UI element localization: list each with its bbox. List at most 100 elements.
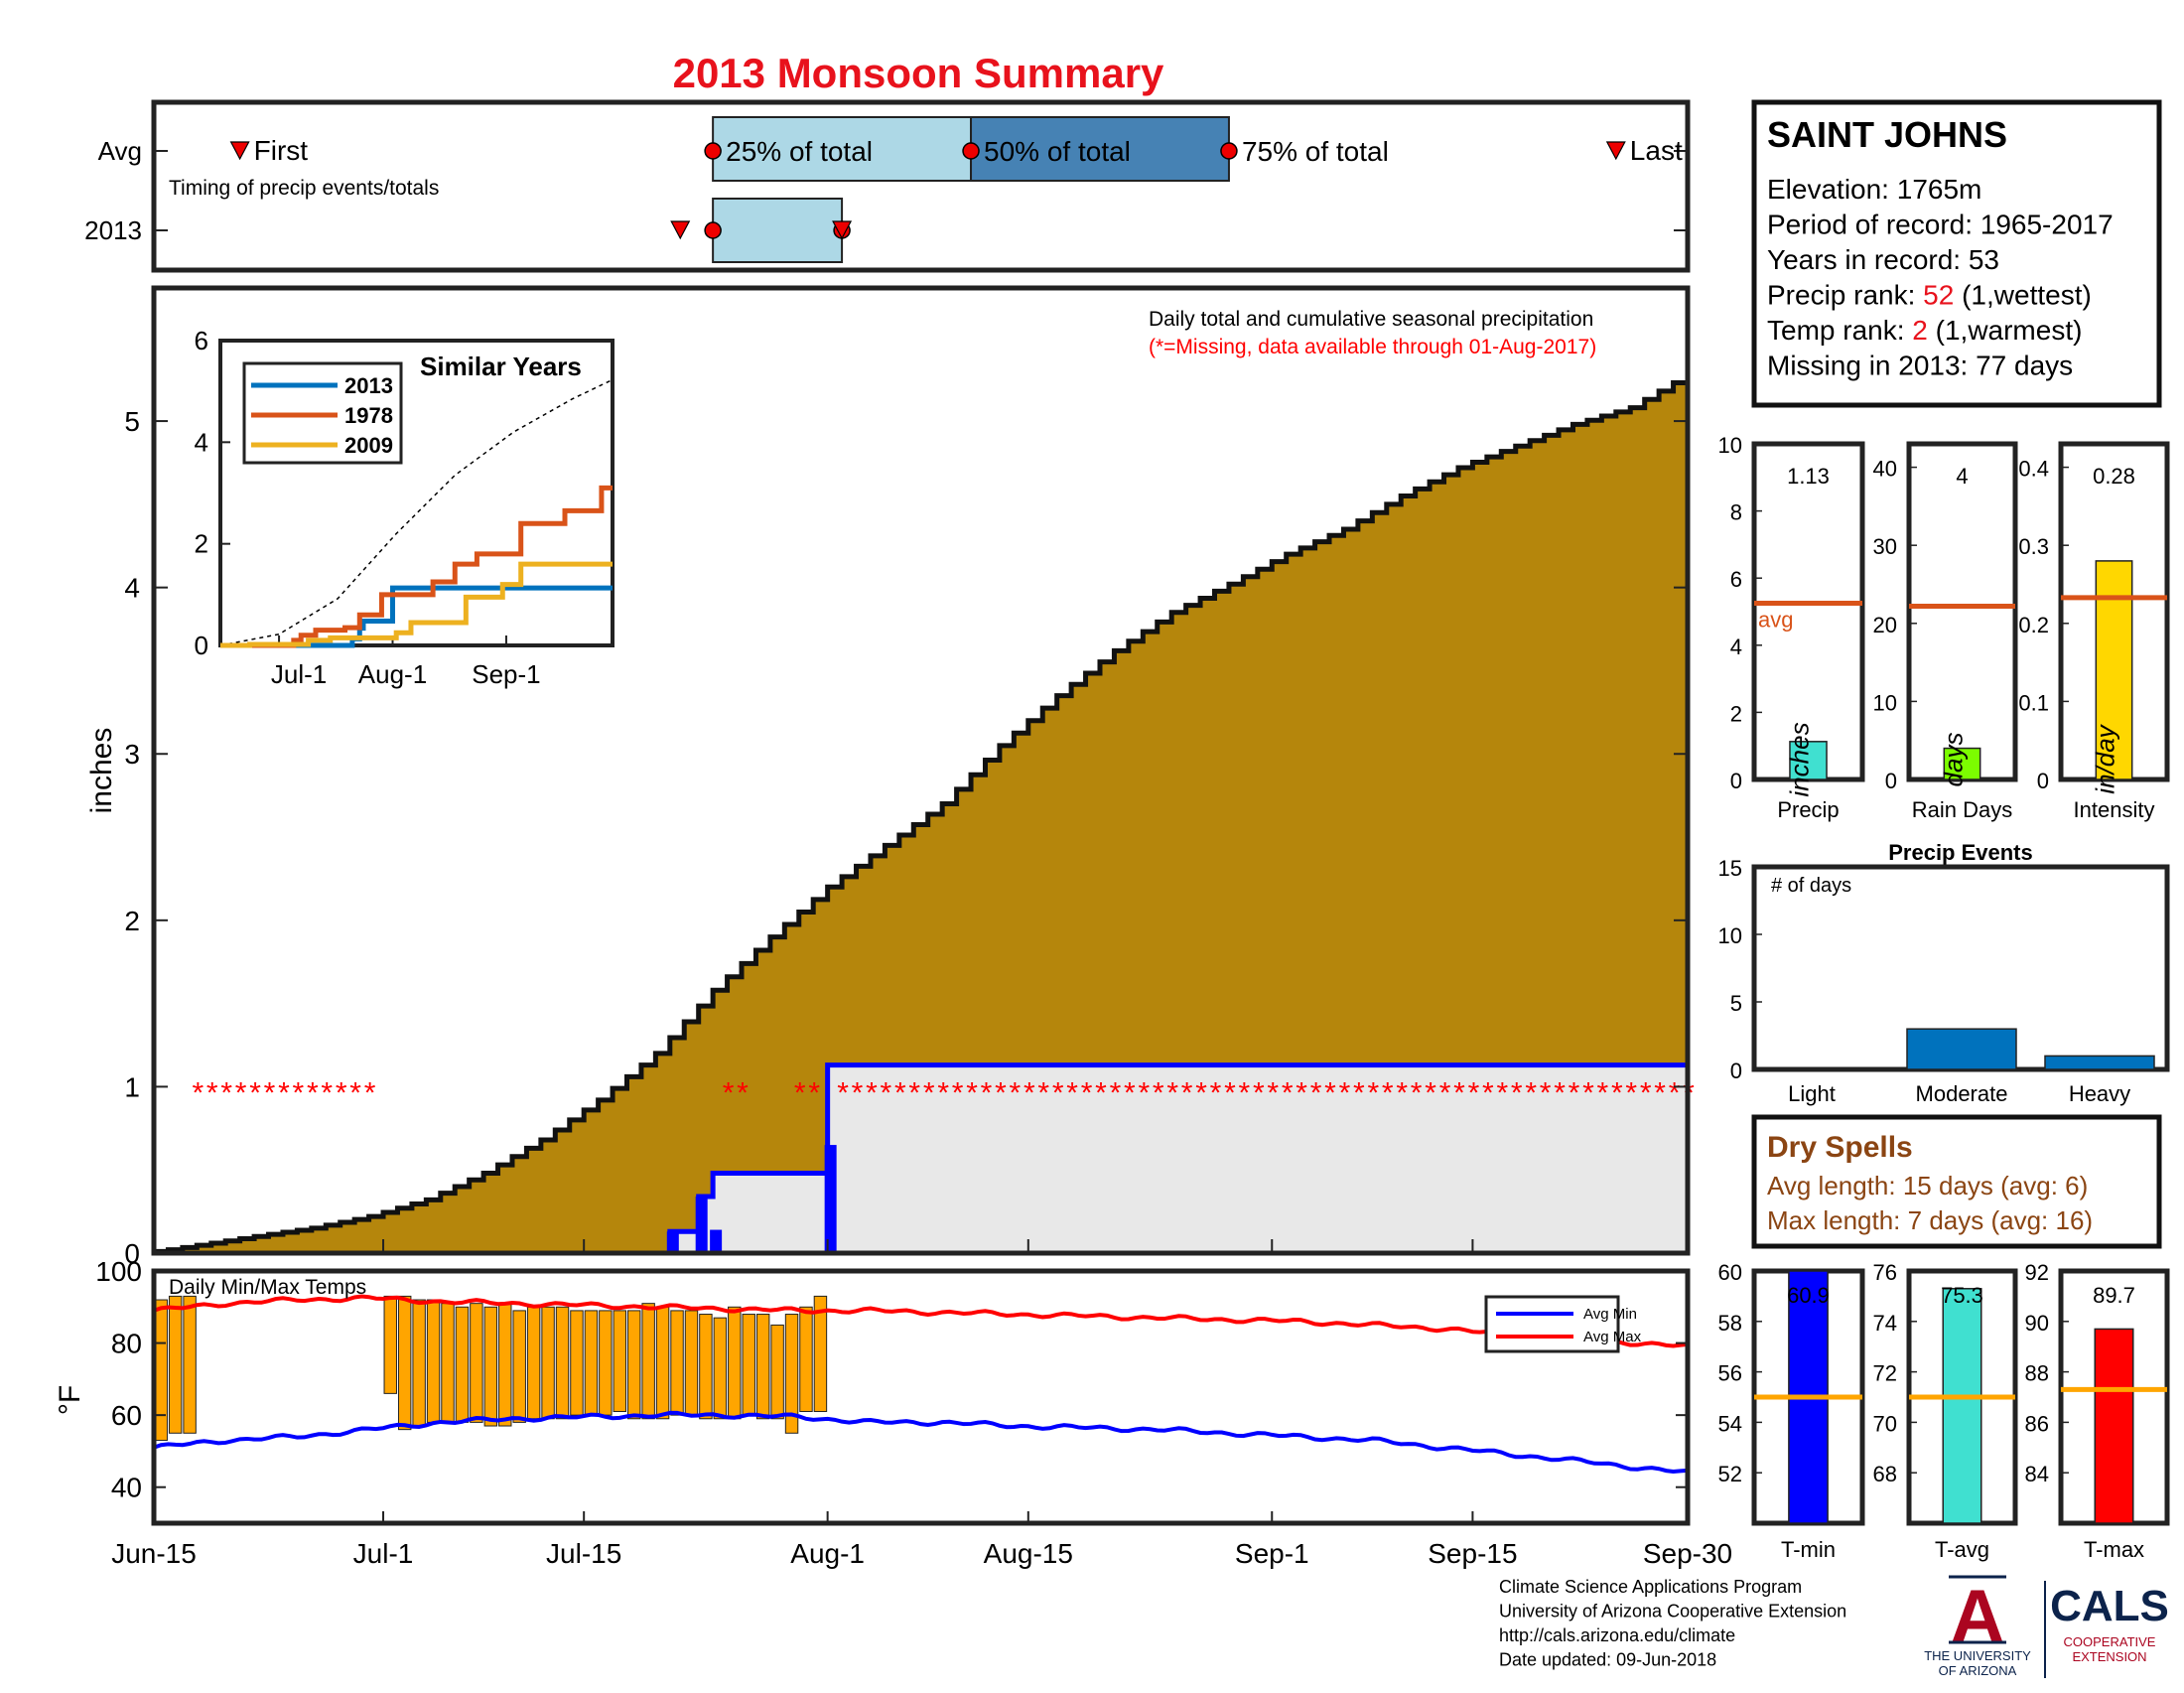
missing-marker: * (1153, 1076, 1164, 1109)
temp-daily-bar (655, 1306, 670, 1420)
temp-daily-bar (755, 1314, 770, 1420)
stat-bar (1789, 741, 1828, 780)
missing-marker: * (1110, 1076, 1122, 1109)
main-ytick-label: 2 (124, 906, 140, 936)
temp-daily-bar (526, 1306, 541, 1420)
daily-precip-bar (666, 1231, 679, 1253)
main-ytick-label: 3 (124, 739, 140, 770)
missing-marker: * (1138, 1076, 1150, 1109)
temp-ytick-label: 40 (111, 1473, 142, 1503)
events-category-label: Heavy (2069, 1081, 2130, 1106)
stat-ytick-label: 20 (1873, 613, 1897, 637)
main-ytick-label: 4 (124, 573, 140, 604)
inset-xtick-label: Jul-1 (271, 659, 327, 689)
daily-precip-bar (695, 1197, 708, 1253)
missing-marker: * (1010, 1076, 1022, 1109)
rank-suffix: (1,warmest) (1928, 315, 2083, 346)
timing-subtitle: Timing of precip events/totals (169, 177, 439, 200)
temp-stat-value: 89.7 (2093, 1283, 2135, 1308)
2013-first-marker (670, 220, 691, 240)
station-info-line: Period of record: 1965-2017 (1767, 210, 2114, 240)
missing-marker: * (1468, 1076, 1480, 1109)
missing-marker: * (1425, 1076, 1436, 1109)
temp-daily-bar (183, 1295, 197, 1434)
missing-marker: * (1525, 1076, 1537, 1109)
inset-title: Similar Years (420, 352, 582, 381)
temp-daily-bar (684, 1310, 699, 1416)
temp-stat-ytick-label: 52 (1718, 1462, 1742, 1486)
temp-daily-bar (584, 1310, 599, 1416)
missing-marker: * (1540, 1076, 1552, 1109)
stat-value-label: 0.28 (2093, 464, 2135, 489)
missing-marker: * (923, 1076, 935, 1109)
missing-marker: * (866, 1076, 878, 1109)
missing-marker: * (1095, 1076, 1107, 1109)
stat-ytick-label: 10 (1873, 690, 1897, 715)
temp-daily-bar (641, 1303, 655, 1420)
station-name: SAINT JOHNS (1767, 114, 2007, 155)
rank-value: 52 (1923, 280, 1954, 311)
temp-daily-bar (512, 1310, 526, 1423)
temp-xtick-label: Jul-15 (546, 1538, 621, 1569)
legend-avg-min-label: Avg Min (1583, 1306, 1637, 1323)
ua-logo-letter: A (1951, 1575, 2005, 1659)
temp-stat-ytick-label: 72 (1873, 1361, 1897, 1386)
cals-sub-line1: COOPERATIVE (2064, 1634, 2156, 1649)
avg-cumulative-outline (151, 380, 1688, 1254)
temp-stat-ytick-label: 90 (2025, 1311, 2049, 1336)
missing-marker: * (852, 1076, 864, 1109)
missing-marker: * (937, 1076, 949, 1109)
stat-ytick-label: 0 (1730, 769, 1742, 793)
temp-ytick-label: 100 (95, 1256, 142, 1287)
temp-daily-bar (412, 1299, 426, 1427)
main-note-line1: Daily total and cumulative seasonal prec… (1149, 308, 1593, 331)
events-ytick-label: 15 (1718, 856, 1742, 881)
avg-p50-marker (962, 142, 980, 160)
temp-stat-ytick-label: 88 (2025, 1361, 2049, 1386)
inset-legend-label: 2013 (344, 373, 393, 398)
missing-marker: * (837, 1076, 849, 1109)
temp-stat-value: 75.3 (1941, 1283, 1983, 1308)
missing-marker: * (908, 1076, 920, 1109)
missing-marker: * (307, 1076, 319, 1109)
stat-ytick-label: 2 (1730, 701, 1742, 726)
station-info-line: Years in record: 53 (1767, 244, 1999, 275)
main-panel-frame (151, 285, 1691, 1256)
missing-marker: * (321, 1076, 333, 1109)
stat-ytick-label: 4 (1730, 635, 1742, 659)
avg-p25-label: 25% of total (726, 136, 873, 167)
missing-marker: * (1482, 1076, 1494, 1109)
temp-daily-bar (599, 1310, 613, 1416)
rank-value: 2 (1912, 315, 1928, 346)
missing-marker: * (1195, 1076, 1207, 1109)
temp-stat-bar (1942, 1288, 1982, 1524)
avg-line-label: avg (1758, 608, 1793, 633)
temp-daily-bar (441, 1303, 455, 1423)
temp-stat-label: T-min (1781, 1537, 1836, 1562)
temp-daily-bar (383, 1295, 397, 1394)
stat-ytick-label: 10 (1718, 433, 1742, 458)
inset-ytick-label: 2 (195, 529, 208, 559)
missing-marker: * (1296, 1076, 1307, 1109)
ua-logo-outline (1949, 1575, 2006, 1644)
footer-line: Date updated: 09-Jun-2018 (1499, 1650, 1716, 1670)
temp-ytick-label: 60 (111, 1400, 142, 1431)
temp-daily-bar (555, 1306, 570, 1420)
stat-unit-label: inches (1785, 722, 1815, 796)
missing-marker: * (1554, 1076, 1566, 1109)
missing-marker: * (1611, 1076, 1623, 1109)
missing-marker: * (794, 1076, 806, 1109)
missing-marker: * (1439, 1076, 1451, 1109)
events-category-label: Moderate (1916, 1081, 2008, 1106)
inset-xtick-label: Aug-1 (358, 659, 427, 689)
dry-spells-box (1751, 1114, 2162, 1249)
missing-marker: * (1081, 1076, 1093, 1109)
missing-marker: * (723, 1076, 735, 1109)
inset-avg-series (219, 378, 614, 646)
main-note-line2: (*=Missing, data available through 01-Au… (1149, 336, 1596, 358)
avg-first-marker (229, 141, 250, 161)
missing-marker: * (1166, 1076, 1178, 1109)
missing-marker: * (1382, 1076, 1394, 1109)
